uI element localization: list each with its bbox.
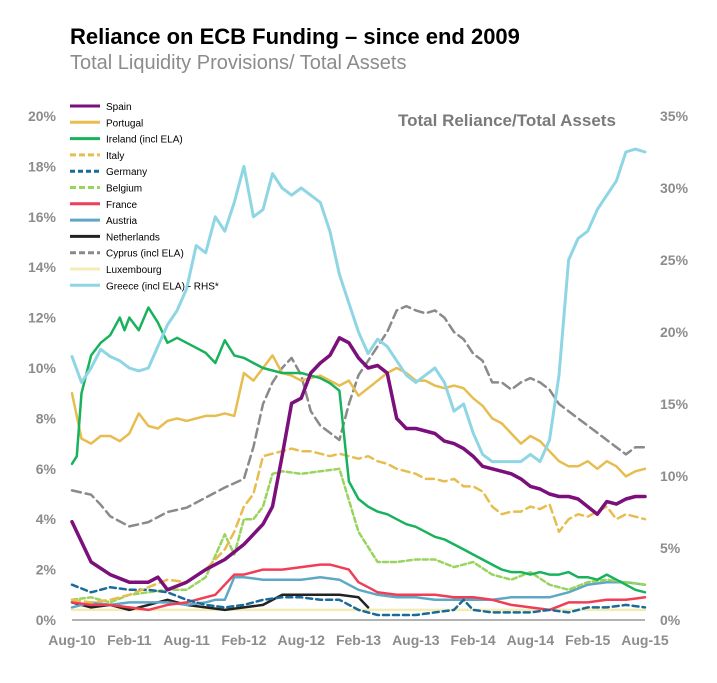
- x-tick-label: Aug-13: [392, 632, 440, 648]
- legend-label: Luxembourg: [106, 265, 162, 276]
- x-tick-label: Feb-14: [451, 632, 496, 648]
- legend: Spain Portugal Ireland (incl ELA) Italy Germ…: [70, 102, 219, 292]
- x-tick-label: Aug-14: [507, 632, 555, 648]
- legend-label: Netherlands: [106, 232, 160, 243]
- y-left-tick-label: 16%: [28, 209, 57, 225]
- legend-label: Greece (incl ELA) - RHS*: [106, 281, 219, 292]
- x-tick-label: Feb-13: [336, 632, 381, 648]
- y-right-tick-label: 0%: [660, 612, 681, 628]
- y-left-tick-label: 18%: [28, 158, 57, 174]
- y-left-tick-label: 2%: [36, 562, 57, 578]
- legend-label: Ireland (incl ELA): [106, 135, 183, 146]
- chart-subtitle: Total Liquidity Provisions/ Total Assets: [70, 52, 407, 74]
- series-layer: [70, 147, 647, 617]
- y-left-tick-label: 8%: [36, 410, 57, 426]
- x-tick-label: Aug-12: [277, 632, 325, 648]
- series-line-portugal: [70, 354, 647, 478]
- x-tick-label: Aug-11: [163, 632, 210, 648]
- series-line-ireland-incl-ela: [70, 306, 647, 594]
- series-line-greece-incl-ela-rhs: [70, 147, 647, 464]
- series-line-cyprus-incl-ela: [70, 304, 647, 528]
- y-left-tick-label: 12%: [28, 310, 57, 326]
- y-right-tick-label: 15%: [660, 396, 689, 412]
- y-left-tick-label: 4%: [36, 511, 57, 527]
- y-left-tick-label: 14%: [28, 259, 57, 275]
- legend-label: Italy: [106, 151, 124, 162]
- y-left-tick-label: 6%: [36, 461, 57, 477]
- x-tick-label: Aug-10: [48, 632, 96, 648]
- series-line-italy: [70, 447, 647, 604]
- y-right-tick-label: 35%: [660, 108, 689, 124]
- legend-label: Germany: [106, 167, 147, 178]
- series-line-germany: [70, 583, 647, 617]
- legend-label: Cyprus (incl ELA): [106, 249, 184, 260]
- left-axis: 0% 2% 4% 6% 8% 10% 12% 14% 16% 18% 20%: [28, 108, 57, 628]
- y-left-tick-label: 10%: [28, 360, 57, 376]
- y-right-tick-label: 20%: [660, 324, 689, 340]
- right-axis: 0% 5% 10% 15% 20% 25% 30% 35%: [660, 108, 689, 628]
- y-left-tick-label: 0%: [36, 612, 57, 628]
- annotation-label: Total Reliance/Total Assets: [398, 111, 616, 130]
- legend-label: Belgium: [106, 184, 142, 195]
- y-right-tick-label: 5%: [660, 540, 681, 556]
- series-line-netherlands: [70, 593, 370, 612]
- legend-label: Portugal: [106, 118, 143, 129]
- chart-title: Reliance on ECB Funding – since end 2009: [70, 24, 520, 49]
- series-line-france: [70, 563, 647, 612]
- legend-label: Spain: [106, 102, 132, 113]
- y-right-tick-label: 30%: [660, 180, 689, 196]
- x-tick-label: Feb-15: [565, 632, 610, 648]
- x-axis: Aug-10 Feb-11 Aug-11 Feb-12 Aug-12 Feb-13 Aug-…: [48, 632, 669, 648]
- series-line-spain: [70, 336, 647, 592]
- x-tick-label: Feb-12: [221, 632, 266, 648]
- y-right-tick-label: 10%: [660, 468, 689, 484]
- series-line-belgium: [70, 467, 647, 604]
- legend-label: Austria: [106, 216, 138, 227]
- y-left-tick-label: 20%: [28, 108, 57, 124]
- x-tick-label: Feb-11: [107, 632, 152, 648]
- x-tick-label: Aug-15: [621, 632, 669, 648]
- legend-label: France: [106, 200, 138, 211]
- y-right-tick-label: 25%: [660, 252, 689, 268]
